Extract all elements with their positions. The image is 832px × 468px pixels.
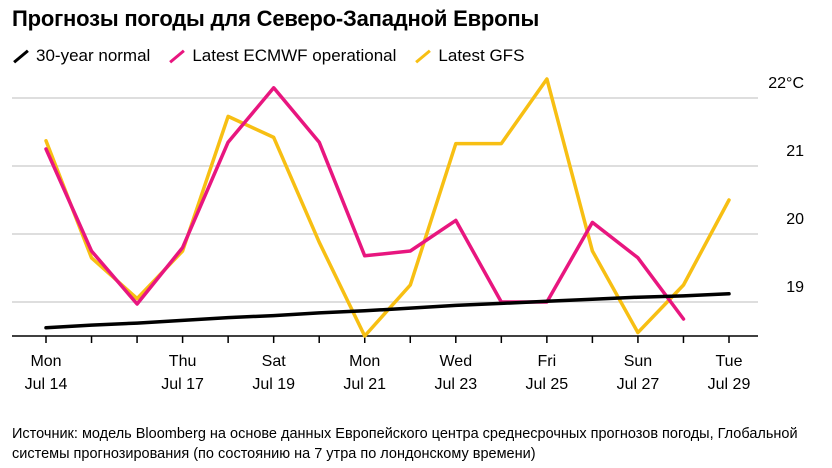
- y-tick-label: 19: [786, 279, 804, 296]
- legend-label-ecmwf: Latest ECMWF operational: [192, 46, 397, 65]
- x-axis-labels: Mon Jul 14 Thu Jul 17 Sat Jul 19 Mon Jul 21 Wed J…: [25, 353, 751, 393]
- x-tick-date: Jul 14: [25, 376, 68, 393]
- legend-item-normal: 30-year normal: [12, 46, 150, 66]
- chart-legend: 30-year normal Latest ECMWF operational …: [12, 44, 542, 68]
- y-tick-label: 20: [786, 211, 804, 228]
- x-tick-date: Jul 23: [434, 376, 477, 393]
- x-tick-day: Mon: [349, 353, 380, 370]
- gridlines: [12, 97, 758, 303]
- x-tick-day: Mon: [30, 353, 61, 370]
- source-note: Источник: модель Bloomberg на основе дан…: [12, 426, 798, 462]
- y-tick-label: 21: [786, 143, 804, 160]
- x-tick-date: Jul 29: [708, 376, 751, 393]
- y-axis-labels: 19 20 21 22°C: [768, 75, 804, 296]
- x-tick-date: Jul 19: [252, 376, 295, 393]
- x-tick-date: Jul 17: [161, 376, 204, 393]
- x-tick-date: Jul 27: [617, 376, 660, 393]
- x-tick-date: Jul 21: [343, 376, 386, 393]
- ecmwf-line: [44, 86, 686, 321]
- x-tick-day: Sun: [624, 353, 652, 370]
- x-tick-day: Sat: [262, 353, 287, 370]
- y-tick-label: 22°C: [768, 75, 804, 92]
- series-lines: [44, 77, 731, 338]
- x-tick-day: Tue: [716, 353, 743, 370]
- x-tick-day: Wed: [439, 353, 472, 370]
- legend-item-ecmwf: Latest ECMWF operational: [168, 46, 396, 66]
- x-tick-day: Fri: [538, 353, 557, 370]
- x-tick-day: Thu: [169, 353, 197, 370]
- legend-label-normal: 30-year normal: [36, 46, 151, 65]
- legend-label-gfs: Latest GFS: [438, 46, 525, 65]
- legend-item-gfs: Latest GFS: [414, 46, 524, 66]
- chart-title: Прогнозы погоды для Северо-Западной Евро…: [12, 6, 540, 31]
- x-tick-date: Jul 25: [526, 376, 569, 393]
- x-axis: [12, 335, 758, 343]
- normal-line: [44, 292, 731, 330]
